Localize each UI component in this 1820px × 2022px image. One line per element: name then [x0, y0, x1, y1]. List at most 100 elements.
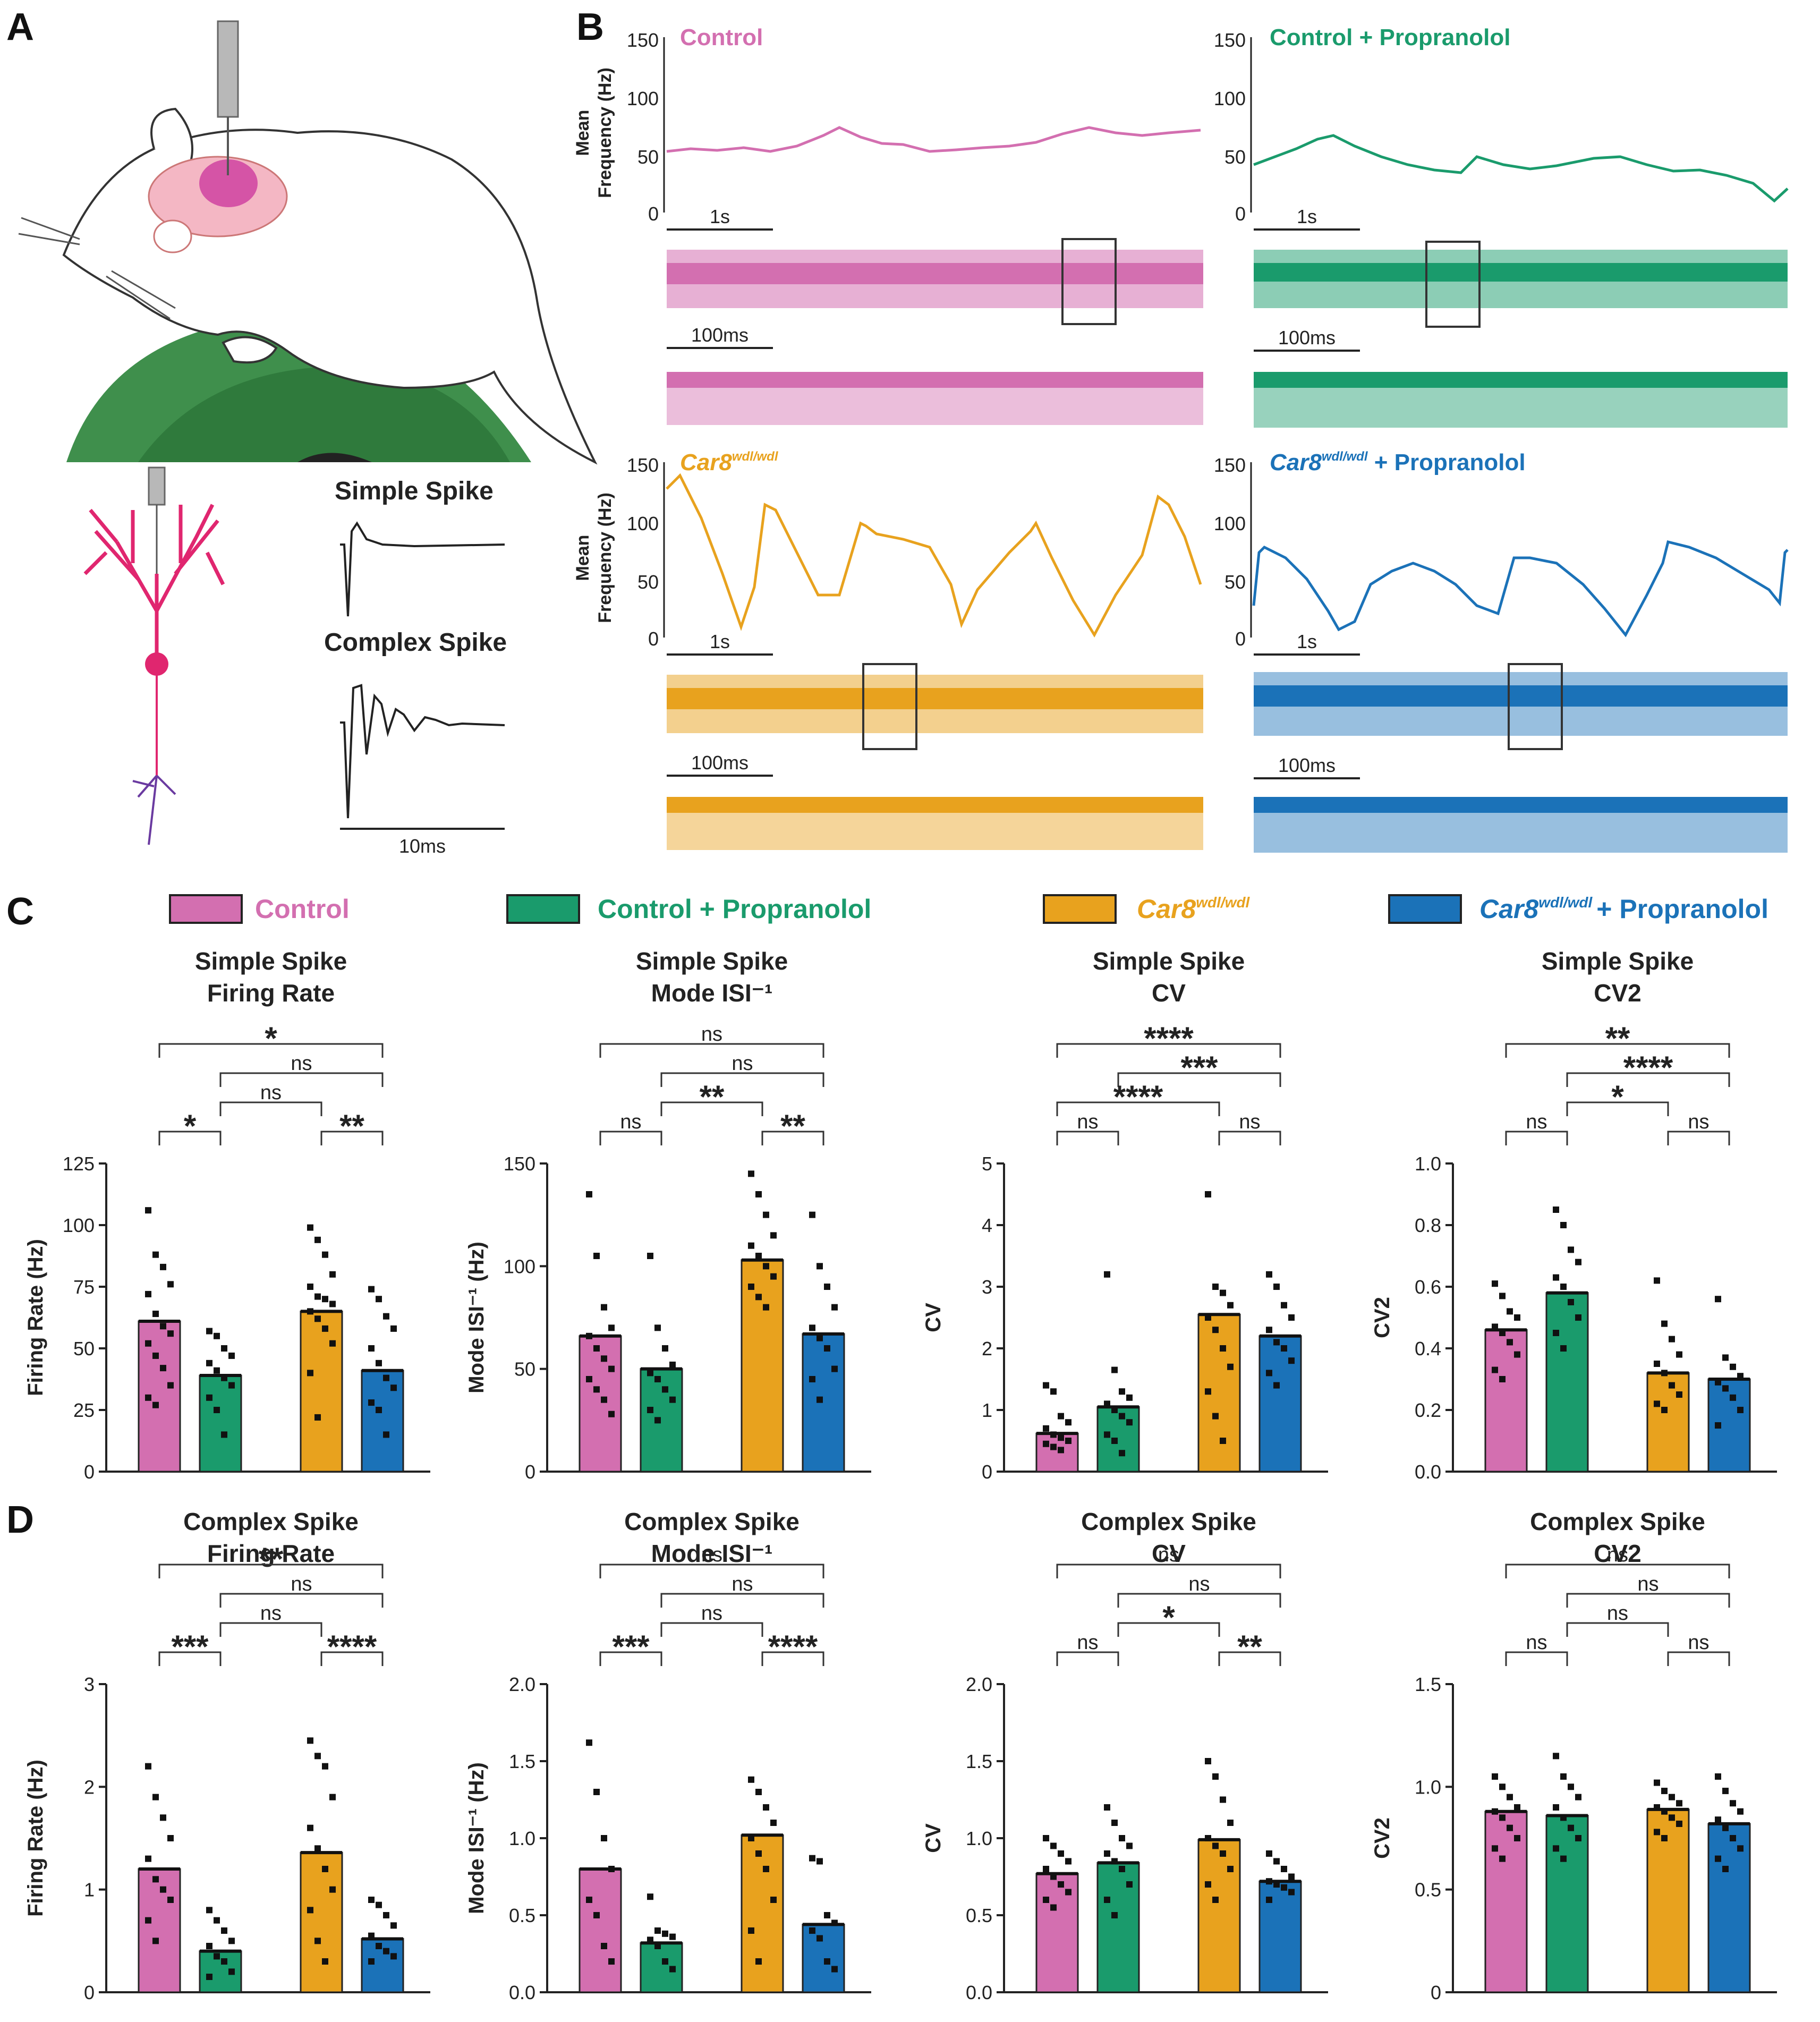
y-axis-label-frequency: Frequency (Hz): [595, 67, 615, 198]
data-point: [152, 1794, 159, 1800]
data-point: [1273, 1382, 1280, 1389]
bar: [138, 1868, 181, 1993]
y-tick-label: 0.0: [509, 1982, 535, 2003]
data-point: [1288, 1889, 1295, 1896]
data-point: [1661, 1808, 1668, 1815]
significance-label: *: [1611, 1079, 1624, 1115]
bar: [1258, 1335, 1302, 1473]
data-point: [1560, 1222, 1567, 1228]
data-point: [593, 1386, 600, 1393]
y-tick-label: 0.5: [509, 1905, 535, 1926]
data-point: [228, 1352, 235, 1359]
legend-swatch-control-propranolol: [506, 894, 580, 924]
data-point: [586, 1739, 592, 1746]
data-point: [654, 1376, 661, 1382]
data-point: [748, 1284, 754, 1290]
data-point: [1654, 1804, 1660, 1811]
data-point: [206, 1907, 212, 1914]
significance-bracket: [660, 1622, 763, 1637]
data-point: [770, 1273, 777, 1280]
y-tick-label: 0: [648, 628, 659, 650]
trace-title-control-propranolol: Control + Propranolol: [1270, 24, 1510, 50]
data-point: [1492, 1808, 1498, 1815]
y-tick-label: 1: [84, 1879, 95, 1901]
data-point: [1730, 1800, 1736, 1807]
chart-title: CV: [1152, 1540, 1186, 1567]
data-point: [1104, 1400, 1110, 1407]
scale-label-1s: 1s: [1297, 206, 1317, 227]
data-point: [1568, 1246, 1574, 1253]
data-point: [1043, 1382, 1049, 1389]
significance-label: **: [339, 1108, 364, 1144]
y-axis-label: Mode ISI⁻¹ (Hz): [465, 1242, 488, 1394]
data-point: [228, 1968, 235, 1975]
significance-bracket: [158, 1564, 384, 1578]
y-axis-label: Firing Rate (Hz): [24, 1760, 47, 1917]
data-point: [586, 1897, 592, 1903]
data-point: [817, 1263, 823, 1270]
data-point: [1111, 1858, 1118, 1865]
trace-title-car8-propranolol: Car8wdl/wdl + Propranolol: [1270, 449, 1526, 475]
data-point: [748, 1776, 754, 1783]
data-point: [221, 1927, 227, 1934]
data-point: [1111, 1407, 1118, 1413]
y-tick-label: 0.4: [1415, 1338, 1441, 1360]
significance-label: ****: [1623, 1050, 1673, 1085]
data-point: [1499, 1855, 1506, 1862]
significance-bracket: [1566, 1072, 1730, 1087]
data-point: [1654, 1779, 1660, 1786]
data-point: [1288, 1873, 1295, 1880]
y-tick-label: 50: [637, 571, 659, 593]
data-point: [817, 1858, 823, 1865]
significance-bracket: [1218, 1651, 1281, 1666]
data-point: [322, 1325, 328, 1332]
data-point: [1514, 1835, 1520, 1841]
data-point: [1560, 1814, 1567, 1821]
data-point: [307, 1907, 313, 1914]
data-point: [748, 1927, 754, 1934]
chart-title: Mode ISI⁻¹: [651, 979, 773, 1007]
data-point: [662, 1386, 668, 1393]
significance-label: **: [700, 1079, 725, 1115]
spike-raster-band: [667, 263, 1203, 284]
purkinje-cell-illustration: [83, 466, 225, 845]
significance-bracket: [1566, 1101, 1669, 1116]
data-point: [314, 1315, 321, 1322]
y-tick-label: 0.2: [1415, 1399, 1441, 1421]
data-point: [586, 1332, 592, 1339]
significance-bracket: [158, 1131, 222, 1145]
data-point: [368, 1958, 375, 1965]
data-point: [160, 1323, 166, 1330]
data-point: [831, 1304, 838, 1311]
complex-spike-waveform: [340, 684, 505, 819]
significance-label: ****: [768, 1629, 818, 1664]
y-axis-label-mean: Mean: [573, 535, 593, 581]
data-point: [831, 1919, 838, 1926]
significance-bracket: [761, 1131, 824, 1145]
chart-title: Complex Spike: [183, 1508, 359, 1535]
data-point: [1212, 1897, 1219, 1903]
data-point: [206, 1974, 212, 1980]
data-point: [145, 1763, 151, 1770]
data-point: [1111, 1912, 1118, 1918]
data-point: [152, 1876, 159, 1883]
data-point: [1065, 1438, 1071, 1444]
data-point: [228, 1938, 235, 1944]
data-point: [1560, 1345, 1567, 1352]
significance-bracket: [761, 1651, 824, 1666]
data-point: [1126, 1842, 1133, 1849]
significance-label: ns: [1239, 1111, 1260, 1133]
data-point: [1676, 1820, 1682, 1827]
data-point: [1227, 1363, 1234, 1370]
data-point: [1514, 1804, 1520, 1811]
data-point: [1212, 1842, 1219, 1849]
data-point: [1205, 1191, 1211, 1197]
chart-title: CV2: [1594, 1540, 1641, 1567]
data-point: [755, 1789, 762, 1795]
significance-label: *: [265, 1021, 277, 1056]
chart-title: CV2: [1594, 979, 1641, 1007]
data-point: [1220, 1438, 1226, 1444]
y-tick-label: 100: [63, 1214, 95, 1236]
data-point: [1507, 1308, 1513, 1315]
trace-panel-control: Control Mean Frequency (Hz) 150 100 50 0…: [573, 24, 1203, 425]
